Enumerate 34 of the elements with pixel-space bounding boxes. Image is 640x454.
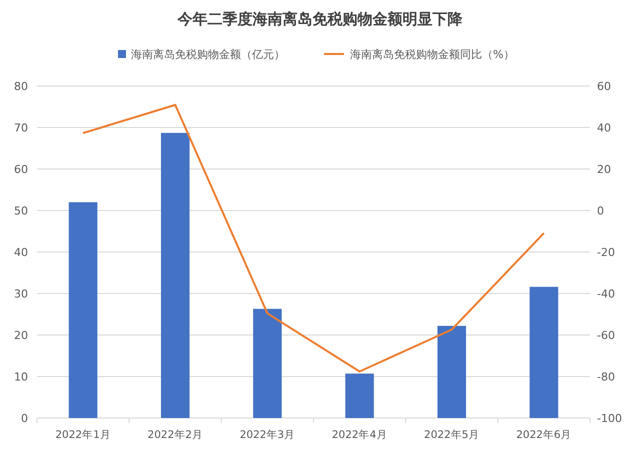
legend-label: 海南离岛免税购物金额（亿元） <box>131 48 285 61</box>
x-tick-label: 2022年3月 <box>240 429 296 441</box>
y2-tick-label: -20 <box>597 246 615 259</box>
y2-tick-label: 60 <box>597 80 611 93</box>
y-tick-label: 70 <box>14 122 28 134</box>
y2-tick-label: -40 <box>597 288 615 300</box>
x-tick-label: 2022年1月 <box>55 429 111 441</box>
bar <box>160 132 190 418</box>
y2-tick-label: -100 <box>597 412 622 425</box>
y2-tick-label: 0 <box>597 204 604 218</box>
y2-tick-label: 20 <box>597 163 611 176</box>
bar <box>345 374 374 418</box>
y-tick-label: 80 <box>14 80 28 93</box>
y2-tick-label: 40 <box>597 122 611 134</box>
y-tick-label: 0 <box>21 412 28 425</box>
y2-tick-label: -60 <box>597 329 615 342</box>
x-tick-label: 2022年4月 <box>332 429 388 441</box>
line-series <box>82 104 545 373</box>
bar <box>530 286 558 418</box>
x-tick-label: 2022年6月 <box>516 429 572 441</box>
y2-tick-label: -80 <box>597 370 615 384</box>
y-tick-label: 60 <box>14 163 28 176</box>
y-tick-label: 30 <box>14 288 28 300</box>
y-tick-label: 10 <box>14 370 28 384</box>
bar <box>253 308 282 418</box>
legend-label: 海南离岛免税购物金额同比（%） <box>350 48 514 61</box>
y-tick-label: 50 <box>14 204 28 218</box>
y-tick-label: 40 <box>14 246 28 259</box>
x-tick-label: 2022年2月 <box>148 429 203 441</box>
chart-title: 今年二季度海南离岛免税购物金额明显下降 <box>176 10 464 28</box>
bar <box>68 202 98 418</box>
y-tick-label: 20 <box>14 329 28 342</box>
x-tick-label: 2022年5月 <box>424 429 480 441</box>
bar <box>437 326 466 418</box>
